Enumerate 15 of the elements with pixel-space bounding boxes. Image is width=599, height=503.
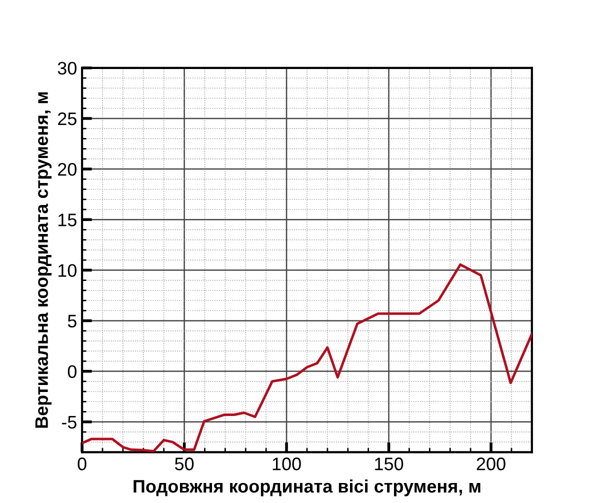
y-tick-label: -5 <box>62 416 76 429</box>
x-tick-label: 0 <box>78 458 86 470</box>
y-tick-label: 20 <box>58 162 76 176</box>
y-tick-label: 0 <box>68 365 76 378</box>
y-tick-label: 30 <box>58 62 76 75</box>
x-tick-label: 100 <box>272 458 301 470</box>
y-tick-label: 15 <box>58 214 76 226</box>
x-axis-title: Подовжня координата вісі струменя, м <box>134 479 480 496</box>
y-tick-label: 10 <box>58 264 76 277</box>
y-tick-label: 5 <box>68 314 76 328</box>
x-tick-label: 50 <box>174 458 194 470</box>
x-tick-label: 200 <box>476 458 506 470</box>
y-axis-title: Вертикальна координата струменя, м <box>35 92 52 428</box>
y-tick-label: 25 <box>58 112 76 126</box>
x-tick-label: 150 <box>375 458 404 470</box>
